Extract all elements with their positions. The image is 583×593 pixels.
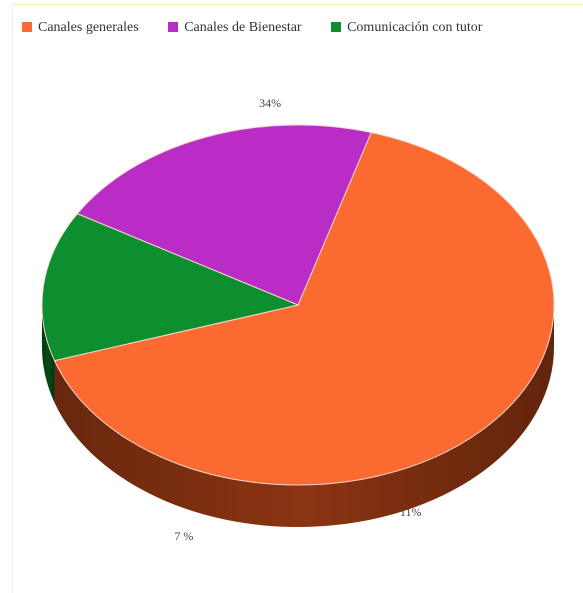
pie-slice-2[interactable] [41,213,300,362]
slice-label-0: 34% [259,96,281,110]
pie-side-shade-2 [42,305,55,403]
legend-item-comunicacion-con-tutor[interactable]: Comunicación con tutor [331,20,482,36]
pie-sides [42,305,554,527]
legend-label: Canales de Bienestar [184,20,302,35]
panel-top-border [12,4,583,5]
legend-swatch [331,22,342,32]
pie-slices [41,124,555,486]
legend-item-canales-generales[interactable]: Canales generales [22,20,139,36]
legend-swatch [22,22,32,32]
pie-side-shade-0 [54,305,554,527]
chart-legend: Canales generales Canales de Bienestar C… [22,20,508,42]
pie-slice-0[interactable] [53,131,555,486]
pie-slice-1[interactable] [76,124,372,306]
slice-label-1: 11% [400,505,422,519]
panel-left-border [12,4,13,593]
slice-label-2: 7 % [174,529,193,543]
legend-swatch [168,22,179,32]
legend-label: Canales generales [38,20,139,35]
legend-item-canales-de-bienestar[interactable]: Canales de Bienestar [168,20,302,36]
pie-labels: 34% 11% 7 % [174,96,421,543]
legend-label: Comunicación con tutor [347,20,483,35]
